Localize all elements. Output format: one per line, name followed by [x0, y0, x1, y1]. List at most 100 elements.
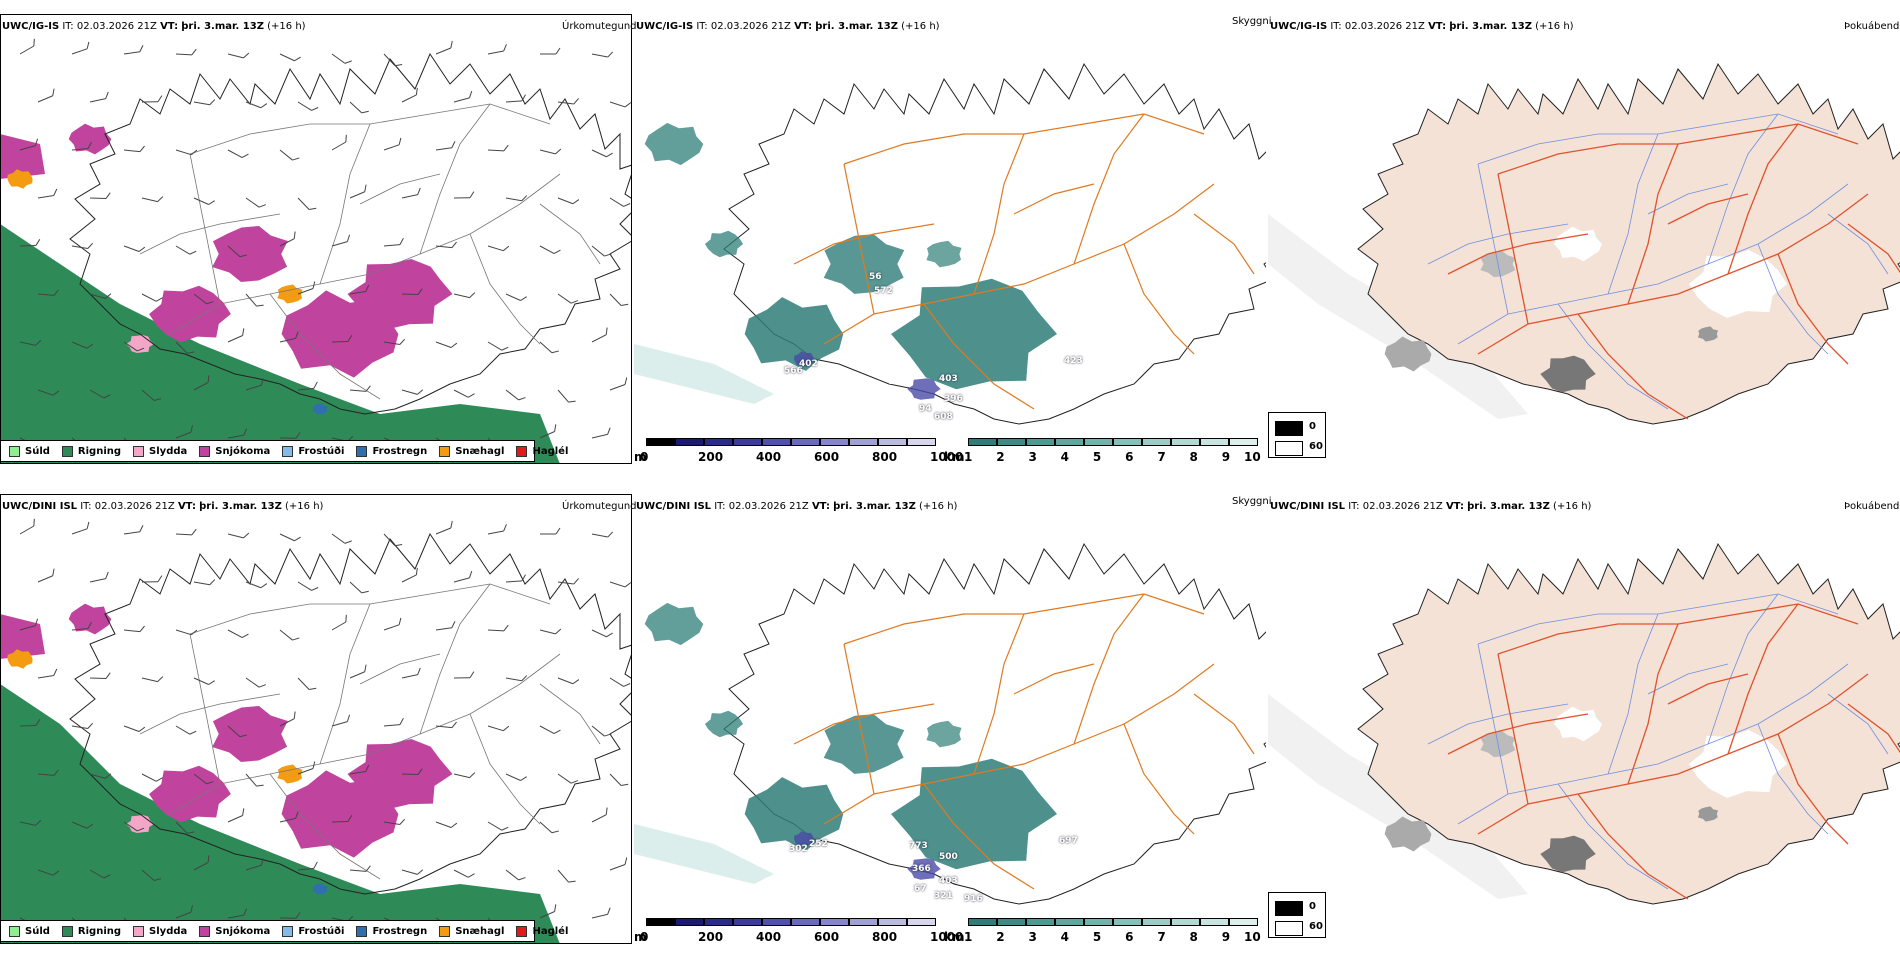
colorbar-tick: 10 — [1244, 930, 1261, 944]
colorbar-segment — [646, 438, 675, 446]
snow-area — [212, 226, 288, 282]
legend-item: Frostregn — [356, 926, 427, 937]
colorbar-tick: 400 — [756, 450, 781, 464]
legend-swatch — [9, 446, 20, 457]
fog-legend-swatch — [1275, 441, 1303, 456]
colorbar-tick: 2 — [996, 450, 1004, 464]
panel-type-label: Úrkomutegund — [562, 501, 637, 512]
colorbar-segment — [762, 438, 791, 446]
colorbar-segment — [1142, 438, 1171, 446]
colorbar-tick: 6 — [1125, 930, 1133, 944]
colorbar-segment — [907, 918, 936, 926]
panel-type-label: Úrkomutegund — [562, 21, 637, 32]
colorbar-segment — [1113, 918, 1142, 926]
colorbar-tick: 8 — [1190, 930, 1198, 944]
legend-swatch — [282, 926, 293, 937]
legend-item: Haglél — [516, 446, 568, 457]
panel-title: UWC/IG-IS IT: 02.03.2026 21Z VT: þri. 3.… — [1270, 21, 1574, 32]
colorbar-segment — [968, 438, 997, 446]
colorbar-tick: 0 — [640, 450, 648, 464]
legend-swatch — [356, 446, 367, 457]
colorbar-segment — [849, 438, 878, 446]
legend-item: Haglél — [516, 926, 568, 937]
legend-item: Súld — [9, 926, 50, 937]
legend-item: Súld — [9, 446, 50, 457]
elevation-label: 773 — [909, 841, 928, 851]
precip-legend: Súld Rigning Slydda Snjókoma Frostúði Frostre… — [0, 920, 535, 942]
legend-item: Slydda — [133, 446, 187, 457]
elevation-label: 321 — [934, 891, 953, 901]
colorbar-segment — [675, 918, 704, 926]
elevation-label: 252 — [809, 839, 828, 849]
colorbar-tick: 8 — [1190, 450, 1198, 464]
legend-label: Snjókoma — [215, 446, 270, 457]
colorbar-tick: 400 — [756, 930, 781, 944]
legend-label: Frostregn — [372, 446, 427, 457]
colorbar-segment — [1113, 438, 1142, 446]
colorbar-segment — [997, 918, 1026, 926]
colorbar-segment — [1229, 438, 1258, 446]
colorbar-tick: 4 — [1061, 450, 1069, 464]
colorbar-tick: 7 — [1157, 450, 1165, 464]
colorbar-tick: 5 — [1093, 450, 1101, 464]
snow-area — [212, 706, 288, 762]
precip-type-panel: Súld Rigning Slydda Snjókoma Frostúði Frostre… — [0, 494, 632, 964]
colorbar-segment — [1026, 438, 1055, 446]
elevation-label: 67 — [914, 884, 927, 894]
legend-swatch — [62, 926, 73, 937]
colorbar-segment — [878, 918, 907, 926]
colorbar-segment — [733, 918, 762, 926]
fog-legend-label: 0 — [1309, 421, 1316, 432]
colorbar-unit: km — [944, 930, 964, 944]
colorbar-segment — [1171, 438, 1200, 446]
colorbar-tick: 200 — [698, 450, 723, 464]
legend-swatch — [516, 926, 527, 937]
colorbar-segment — [791, 918, 820, 926]
legend-item: Frostúði — [282, 926, 344, 937]
precip-map — [0, 14, 632, 464]
legend-item: Snæhagl — [439, 926, 504, 937]
legend-item: Snæhagl — [439, 446, 504, 457]
colorbar-tick: 600 — [814, 450, 839, 464]
legend-label: Snæhagl — [455, 926, 504, 937]
colorbar-segment — [907, 438, 936, 446]
colorbar-tick: 5 — [1093, 930, 1101, 944]
colorbar-segment — [1084, 438, 1113, 446]
colorbar-segment — [1055, 918, 1084, 926]
colorbar-tick: 6 — [1125, 450, 1133, 464]
colorbar-segment — [997, 438, 1026, 446]
fog-legend-swatch — [1275, 921, 1303, 936]
legend-label: Rigning — [78, 926, 121, 937]
panel-type-label: Þokuábendi — [1844, 501, 1900, 512]
colorbar-tick: 10 — [1244, 450, 1261, 464]
legend-label: Slydda — [149, 926, 187, 937]
colorbar-tick: 9 — [1222, 450, 1230, 464]
legend-swatch — [9, 926, 20, 937]
elevation-label: 403 — [939, 876, 958, 886]
fog-legend-label: 60 — [1309, 921, 1323, 932]
legend-label: Slydda — [149, 446, 187, 457]
colorbar-tick: 200 — [698, 930, 723, 944]
colorbar-segment — [820, 438, 849, 446]
visibility-area — [645, 123, 704, 165]
visibility-area — [634, 824, 774, 884]
colorbar-tick: 800 — [872, 450, 897, 464]
colorbar-tick: 7 — [1157, 930, 1165, 944]
colorbar-segment — [1229, 918, 1258, 926]
legend-label: Snjókoma — [215, 926, 270, 937]
panel-title: UWC/DINI ISL IT: 02.03.2026 21Z VT: þri.… — [636, 501, 957, 512]
colorbar-tick: 2 — [996, 930, 1004, 944]
legend-label: Súld — [25, 446, 50, 457]
elevation-label: 566 — [784, 366, 803, 376]
legend-swatch — [199, 926, 210, 937]
